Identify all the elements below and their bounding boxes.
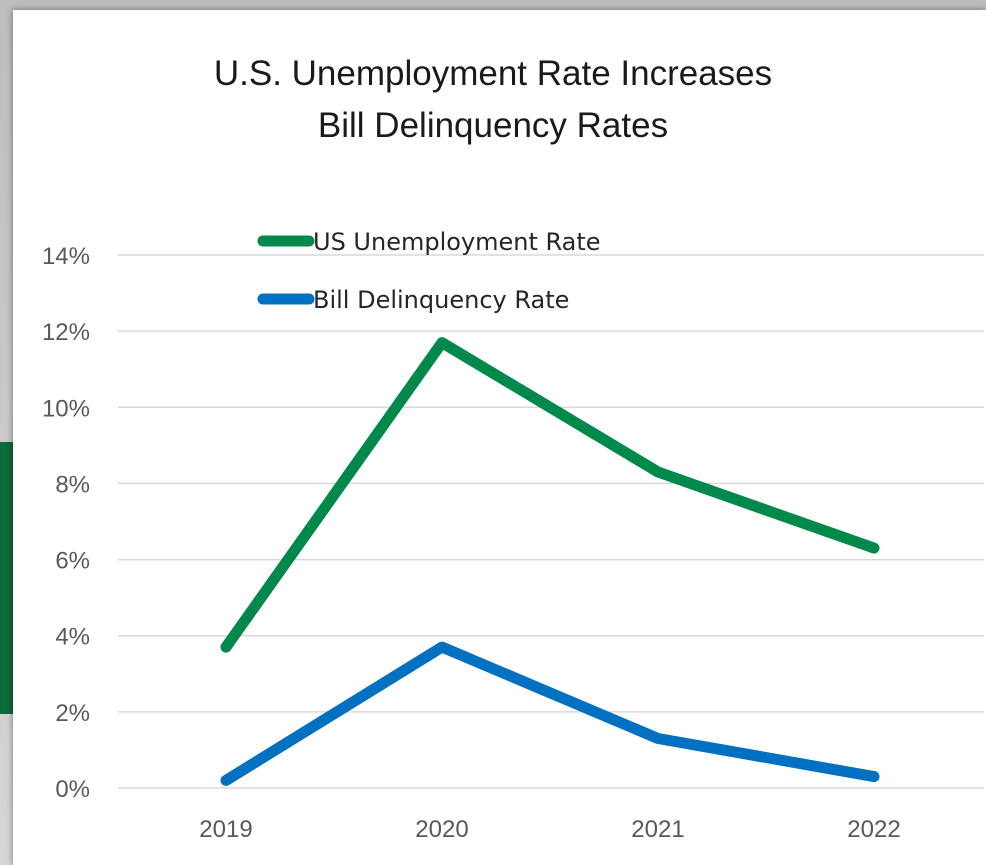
- gridlines: [118, 254, 984, 789]
- series-lines: [220, 337, 880, 786]
- legend: US Unemployment Rate Bill Delinquency Rat…: [257, 228, 601, 314]
- legend-label-0: US Unemployment Rate: [313, 228, 601, 256]
- y-axis-tick-labels: 0% 2% 4% 6% 8% 10% 12% 14%: [42, 243, 90, 803]
- series-line-0: [220, 337, 880, 653]
- chart-area: [13, 10, 986, 865]
- y-tick-label: 10%: [42, 395, 90, 422]
- x-tick-label: 2019: [199, 816, 252, 843]
- x-tick-label: 2021: [631, 816, 684, 843]
- y-tick-label: 12%: [42, 319, 90, 346]
- y-tick-label: 4%: [55, 624, 90, 651]
- chart-title: U.S. Unemployment Rate Increases Bill De…: [0, 48, 986, 152]
- green-side-bar: [0, 442, 14, 714]
- chart-title-line-1: U.S. Unemployment Rate Increases: [213, 54, 773, 93]
- x-axis-tick-labels: 2019 2020 2021 2022: [199, 816, 900, 843]
- y-tick-label: 8%: [55, 471, 90, 498]
- x-tick-label: 2022: [847, 816, 900, 843]
- y-tick-label: 14%: [42, 243, 90, 270]
- y-tick-label: 2%: [55, 700, 90, 727]
- x-tick-label: 2020: [415, 816, 468, 843]
- y-tick-label: 6%: [55, 548, 90, 575]
- y-tick-label: 0%: [55, 776, 90, 803]
- legend-label-1: Bill Delinquency Rate: [313, 286, 569, 314]
- chart-title-line-2: Bill Delinquency Rates: [317, 106, 669, 145]
- series-line-1: [220, 641, 880, 786]
